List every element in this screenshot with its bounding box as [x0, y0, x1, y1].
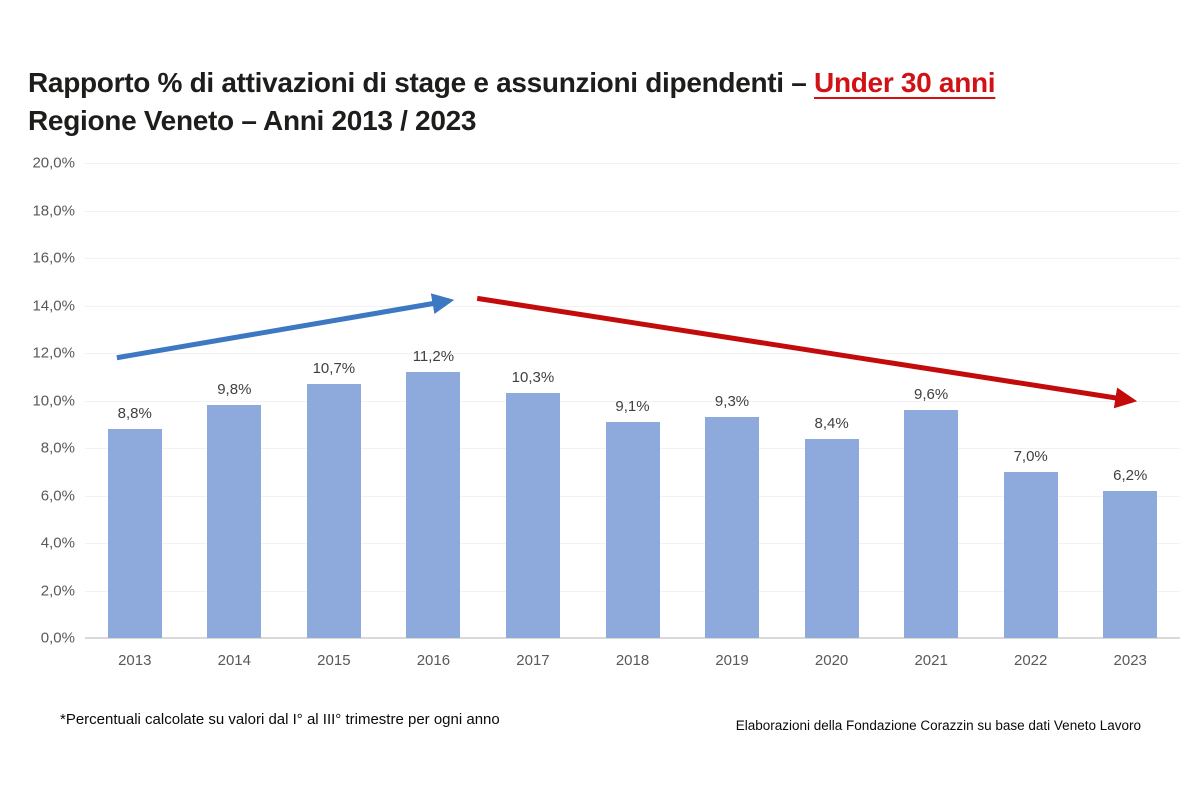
y-tick-label: 0,0% — [40, 629, 75, 647]
gridline — [85, 163, 1180, 164]
value-label-2019: 9,3% — [714, 393, 750, 411]
page-title: Rapporto % di attivazioni di stage e ass… — [28, 64, 996, 140]
y-tick-label: 12,0% — [32, 344, 75, 362]
value-label-2016: 11,2% — [412, 348, 455, 365]
value-label-2023: 6,2% — [1113, 466, 1148, 484]
x-tick-label-2021: 2021 — [914, 652, 948, 669]
y-tick-label: 18,0% — [32, 202, 75, 219]
footnote-source: Elaborazioni della Fondazione Corazzin s… — [735, 718, 1141, 733]
value-label-2021: 9,6% — [914, 386, 949, 403]
falling-trend-arrow — [476, 295, 1138, 409]
bar-2022 — [1003, 471, 1058, 638]
plot-area: 8,8% 9,8% 10,7% 11,2% 10,3% 9,1% 9,3% 8,4% 9,6% 7… — [85, 163, 1180, 639]
x-tick-label-2013: 2013 — [118, 652, 152, 669]
value-label-2018: 9,1% — [615, 397, 650, 415]
footnote-methodology: *Percentuali calcolate su valori dal I° … — [60, 711, 500, 728]
x-tick-label-2019: 2019 — [715, 652, 749, 669]
bar-2020 — [804, 438, 859, 638]
bar-2017 — [505, 393, 560, 638]
y-tick-label: 14,0% — [32, 297, 75, 314]
x-tick-label-2023: 2023 — [1113, 652, 1147, 669]
y-tick-label: 2,0% — [40, 582, 75, 599]
x-tick-label-2020: 2020 — [814, 652, 849, 669]
value-label-2020: 8,4% — [814, 414, 849, 432]
x-tick-label-2017: 2017 — [516, 652, 550, 669]
value-label-2013: 8,8% — [117, 405, 152, 422]
gridline — [85, 210, 1180, 212]
x-tick-label-2022: 2022 — [1013, 652, 1048, 669]
x-tick-label-2016: 2016 — [416, 652, 451, 669]
y-tick-label: 10,0% — [32, 392, 75, 409]
bar-2016 — [406, 372, 461, 638]
y-tick-label: 6,0% — [40, 487, 75, 504]
x-axis-baseline — [85, 637, 1180, 639]
x-tick-label-2015: 2015 — [317, 652, 351, 669]
title-line-2: Regione Veneto – Anni 2013 / 2023 — [28, 105, 477, 136]
y-tick-label: 16,0% — [32, 249, 75, 267]
value-label-2022: 7,0% — [1013, 447, 1048, 465]
gridline — [85, 305, 1180, 307]
gridline — [85, 353, 1180, 354]
bar-2019 — [705, 417, 760, 638]
bar-2014 — [207, 405, 262, 638]
bar-2018 — [605, 421, 660, 638]
rising-trend-arrow — [116, 293, 455, 361]
bar-2023 — [1103, 490, 1158, 638]
title-line-1: Rapporto % di attivazioni di stage e ass… — [28, 64, 996, 102]
x-tick-label-2018: 2018 — [615, 652, 650, 669]
value-label-2014: 9,8% — [217, 381, 252, 399]
bar-2021 — [904, 410, 959, 638]
bar-2015 — [306, 383, 361, 638]
x-tick-label-2014: 2014 — [217, 652, 251, 669]
value-label-2015: 10,7% — [312, 359, 356, 377]
y-tick-label: 20,0% — [32, 154, 75, 172]
title-line-1-prefix: Rapporto % di attivazioni di stage e ass… — [28, 67, 815, 98]
gridline — [85, 258, 1180, 259]
value-label-2017: 10,3% — [511, 369, 555, 387]
bar-2013 — [107, 429, 162, 638]
title-highlight-under-30: Under 30 anni — [814, 67, 996, 98]
y-tick-label: 4,0% — [40, 534, 75, 552]
y-tick-label: 8,0% — [40, 439, 75, 457]
